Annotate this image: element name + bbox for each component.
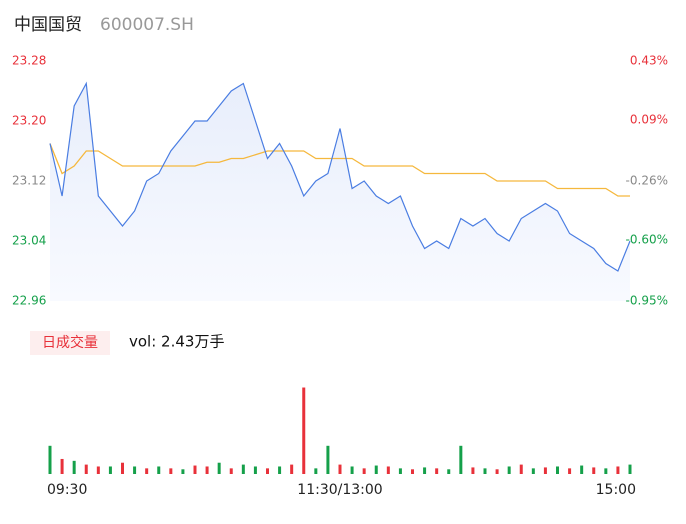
- volume-bar: [350, 466, 354, 474]
- stock-name: 中国国贸: [14, 15, 82, 35]
- stock-code: 600007.SH: [100, 15, 194, 35]
- volume-bar: [253, 466, 257, 474]
- volume-bar: [157, 466, 161, 474]
- volume-bar: [580, 465, 584, 474]
- volume-bar: [96, 466, 100, 474]
- volume-bar: [338, 464, 342, 474]
- volume-bar: [519, 464, 523, 474]
- volume-bar: [507, 466, 511, 474]
- price-line: [49, 81, 631, 272]
- volume-bar: [628, 464, 632, 474]
- y-tick-label: 22.96: [12, 294, 46, 308]
- volume-bar: [326, 445, 330, 474]
- volume-bar: [362, 468, 366, 474]
- volume-bar: [84, 464, 88, 474]
- volume-bar: [145, 468, 149, 474]
- volume-bar: [72, 460, 76, 474]
- volume-legend-box: [30, 331, 110, 355]
- volume-bar: [205, 466, 209, 474]
- volume-bar: [169, 468, 173, 474]
- volume-bar: [447, 469, 451, 474]
- volume-bar: [241, 464, 245, 474]
- volume-bar: [568, 468, 572, 474]
- volume-bar: [531, 468, 535, 474]
- volume-bar: [435, 468, 439, 474]
- average-line: [49, 143, 630, 197]
- y2-tick-label: -0.26%: [626, 174, 668, 188]
- volume-bar: [398, 468, 402, 474]
- volume-bar: [483, 468, 487, 474]
- volume-bar: [193, 465, 197, 474]
- price-area: [50, 83, 630, 301]
- volume-bar: [229, 468, 233, 474]
- y2-tick-label: -0.95%: [626, 294, 668, 308]
- volume-bar: [60, 458, 64, 474]
- y2-tick-label: -0.60%: [626, 233, 668, 247]
- x-tick-label: 09:30: [47, 482, 87, 498]
- volume-bar: [181, 469, 185, 474]
- volume-bar: [556, 466, 559, 474]
- x-tick-label: 15:00: [596, 482, 636, 498]
- y-tick-label: 23.04: [12, 234, 46, 248]
- volume-bar: [278, 466, 282, 474]
- volume-bar: [314, 468, 318, 474]
- volume-bar: [616, 466, 620, 474]
- volume-bar: [592, 467, 596, 474]
- volume-legend: 日成交量: [42, 334, 98, 351]
- volume-bar: [604, 468, 608, 474]
- volume-bar: [48, 445, 52, 474]
- volume-bar: [290, 464, 294, 474]
- volume-bar: [266, 468, 269, 474]
- volume-bar: [543, 467, 547, 474]
- volume-bar: [133, 466, 137, 474]
- y2-tick-label: 0.43%: [630, 54, 668, 68]
- volume-bar: [217, 462, 221, 474]
- volume-bar: [302, 387, 306, 474]
- volume-bar: [423, 467, 427, 474]
- y-tick-label: 23.12: [12, 174, 46, 188]
- volume-bar: [121, 462, 124, 474]
- volume-label: vol: 2.43万手: [129, 333, 224, 351]
- y-tick-label: 23.28: [12, 54, 46, 68]
- y-tick-label: 23.20: [12, 114, 46, 128]
- volume-bar: [459, 445, 463, 474]
- x-tick-label: 11:30/13:00: [297, 482, 382, 498]
- volume-bar: [471, 467, 475, 474]
- volume-bar: [108, 466, 112, 474]
- volume-bar: [374, 465, 378, 474]
- volume-bar: [495, 469, 499, 474]
- y2-tick-label: 0.09%: [630, 113, 668, 127]
- volume-bar: [386, 466, 390, 474]
- volume-bar: [411, 469, 414, 474]
